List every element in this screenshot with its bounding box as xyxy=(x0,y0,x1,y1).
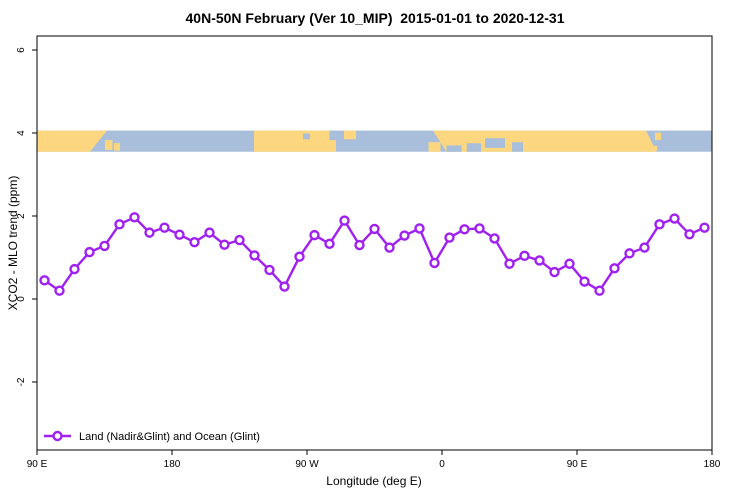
data-point xyxy=(699,222,710,233)
data-point xyxy=(69,263,80,275)
map-land-sakhalin xyxy=(655,132,661,141)
y-tick-label: -2 xyxy=(16,377,27,386)
map-land-asia-west xyxy=(37,130,108,152)
data-point xyxy=(504,258,515,269)
legend-marker-circle xyxy=(52,430,63,442)
x-tick-label: 90 W xyxy=(295,459,319,470)
data-point xyxy=(249,250,260,261)
data-point xyxy=(669,213,680,224)
data-point xyxy=(129,212,140,223)
data-point xyxy=(39,275,50,286)
chart-title: 40N-50N February (Ver 10_MIP) 2015-01-01… xyxy=(185,10,565,26)
data-point xyxy=(234,234,245,246)
data-point xyxy=(54,285,65,296)
data-point xyxy=(519,250,530,262)
map-band xyxy=(37,130,712,152)
map-water-caspian-sea xyxy=(512,142,523,152)
data-point xyxy=(609,263,620,274)
data-point xyxy=(324,238,335,250)
data-point xyxy=(264,264,275,276)
y-tick-label: 6 xyxy=(16,47,27,53)
data-point xyxy=(84,246,95,258)
data-point xyxy=(624,248,635,259)
data-point xyxy=(279,281,290,292)
data-point xyxy=(189,236,200,248)
data-point xyxy=(204,227,215,238)
map-water-black-sea xyxy=(485,138,505,148)
map-land-eurasia xyxy=(433,130,657,152)
plot-frame xyxy=(36,35,713,451)
x-tick-label: 90 E xyxy=(27,459,48,470)
map-land-kuril xyxy=(653,145,658,151)
data-point xyxy=(534,255,545,266)
map-water-med-west xyxy=(446,145,462,152)
data-point xyxy=(219,239,230,250)
data-point xyxy=(99,240,110,252)
map-land-japan-hokkaido xyxy=(113,143,120,151)
data-point xyxy=(639,242,650,253)
data-point xyxy=(489,233,500,244)
map-land-north-america xyxy=(254,130,336,152)
map-land-japan-honshu xyxy=(104,140,113,150)
data-point xyxy=(564,258,575,269)
data-point xyxy=(414,223,425,234)
data-point xyxy=(174,229,185,240)
x-tick-label: 0 xyxy=(439,459,445,470)
map-land-newfoundland xyxy=(344,130,357,140)
data-point xyxy=(399,230,410,241)
data-point xyxy=(159,222,170,233)
data-point xyxy=(144,227,155,238)
data-point xyxy=(429,257,440,269)
data-point xyxy=(549,266,560,278)
data-point xyxy=(309,229,320,241)
data-point xyxy=(114,219,125,230)
map-water-med-east xyxy=(466,143,481,152)
legend-label: Land (Nadir&Glint) and Ocean (Glint) xyxy=(79,431,260,443)
tick-labels: 6 4 2 0 -2 90 E 180 90 W 0 90 E 180 xyxy=(16,47,721,470)
data-point xyxy=(354,239,365,251)
data-point xyxy=(444,232,455,243)
y-tick-label: 0 xyxy=(16,296,27,302)
map-water-lake-superior xyxy=(302,133,310,140)
x-tick-label: 90 E xyxy=(567,459,588,470)
axes xyxy=(32,35,713,455)
legend: Land (Nadir&Glint) and Ocean (Glint) xyxy=(44,430,260,443)
x-axis-label: Longitude (deg E) xyxy=(326,474,422,488)
y-tick-label: 4 xyxy=(16,130,27,136)
x-tick-label: 180 xyxy=(704,459,721,470)
data-point xyxy=(369,223,380,235)
x-tick-label: 180 xyxy=(164,459,181,470)
data-series xyxy=(39,212,710,296)
map-water-gulf-st-lawrence xyxy=(329,130,336,141)
data-point xyxy=(654,219,665,230)
data-point xyxy=(294,251,305,262)
y-tick-label: 2 xyxy=(16,213,27,219)
map-land-iberia xyxy=(428,142,441,152)
data-point xyxy=(384,242,395,253)
data-point xyxy=(474,223,485,234)
data-point xyxy=(684,229,695,240)
data-point xyxy=(339,215,350,226)
data-point xyxy=(594,285,605,296)
data-point xyxy=(579,276,590,287)
data-point xyxy=(459,224,470,235)
